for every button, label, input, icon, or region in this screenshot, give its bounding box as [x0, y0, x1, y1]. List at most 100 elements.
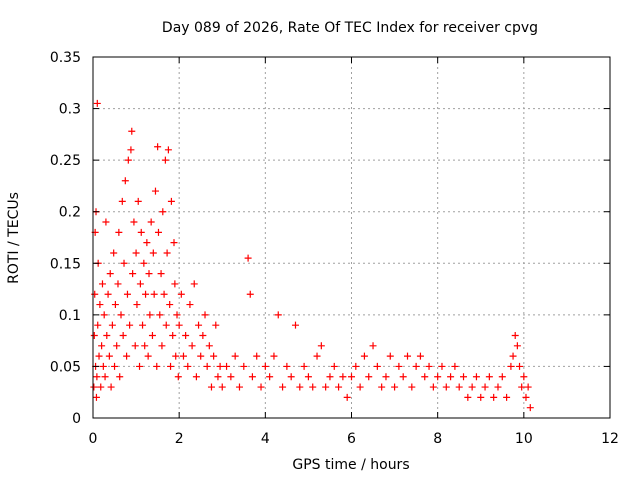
data-point — [438, 362, 446, 370]
data-point — [404, 352, 412, 360]
data-point — [169, 331, 177, 339]
data-point — [145, 270, 153, 278]
data-point — [167, 362, 175, 370]
data-point — [114, 280, 122, 288]
data-point — [156, 311, 164, 319]
data-point — [455, 383, 463, 391]
data-point — [186, 301, 194, 309]
data-point — [118, 197, 126, 205]
data-point — [131, 342, 139, 350]
data-point — [96, 301, 104, 309]
data-point — [416, 352, 424, 360]
y-tick-label: 0.1 — [59, 308, 81, 324]
data-point — [378, 383, 386, 391]
data-point — [408, 383, 416, 391]
data-point — [235, 383, 243, 391]
chart-title: Day 089 of 2026, Rate Of TEC Index for r… — [162, 20, 538, 36]
x-tick-label: 4 — [261, 431, 270, 447]
data-point — [144, 352, 152, 360]
data-point — [197, 352, 205, 360]
data-point — [171, 280, 179, 288]
data-point — [464, 393, 472, 401]
data-point — [182, 331, 190, 339]
data-point — [159, 208, 167, 216]
data-point — [231, 352, 239, 360]
x-tick-label: 12 — [601, 431, 619, 447]
data-point — [133, 301, 141, 309]
data-point — [173, 311, 181, 319]
data-point — [154, 228, 162, 236]
data-point — [143, 239, 151, 247]
data-point — [90, 331, 98, 339]
data-point — [399, 373, 407, 381]
data-point — [266, 373, 274, 381]
data-point — [253, 352, 261, 360]
data-point — [218, 383, 226, 391]
data-point — [434, 373, 442, 381]
data-point — [150, 290, 158, 298]
data-point — [161, 156, 169, 164]
data-point — [136, 362, 144, 370]
data-point — [240, 362, 248, 370]
y-tick-label: 0.25 — [50, 153, 81, 169]
data-point — [330, 362, 338, 370]
data-point — [184, 362, 192, 370]
data-point — [317, 342, 325, 350]
y-tick-label: 0.05 — [50, 359, 81, 375]
data-point — [174, 373, 182, 381]
data-point — [117, 311, 125, 319]
data-point — [192, 373, 200, 381]
data-point — [113, 342, 121, 350]
data-point — [120, 259, 128, 267]
data-point — [102, 218, 110, 226]
x-tick-label: 6 — [347, 431, 356, 447]
data-point — [140, 259, 148, 267]
data-point — [111, 362, 119, 370]
data-point — [99, 362, 107, 370]
data-point — [115, 228, 123, 236]
data-point — [90, 383, 98, 391]
data-point — [421, 373, 429, 381]
data-point — [153, 362, 161, 370]
data-point — [339, 373, 347, 381]
data-point — [429, 383, 437, 391]
data-point — [101, 373, 109, 381]
data-point — [386, 352, 394, 360]
data-point — [373, 362, 381, 370]
data-point — [141, 342, 149, 350]
data-point — [524, 383, 532, 391]
data-point — [296, 383, 304, 391]
data-point — [128, 127, 136, 135]
data-point — [136, 280, 144, 288]
y-tick-label: 0.2 — [59, 205, 81, 221]
data-point — [447, 373, 455, 381]
y-tick-label: 0.3 — [59, 102, 81, 118]
data-point — [279, 383, 287, 391]
data-point — [203, 362, 211, 370]
data-point — [201, 311, 209, 319]
data-point — [157, 270, 165, 278]
data-point — [223, 362, 231, 370]
data-point — [509, 352, 517, 360]
data-point — [111, 301, 119, 309]
data-point — [304, 373, 312, 381]
x-axis-label: GPS time / hours — [292, 457, 409, 473]
data-point — [309, 383, 317, 391]
data-point — [313, 352, 321, 360]
ticks-layer: 0 2 4 6 8 10 12 0 0.05 0.1 0.15 0.2 0.25 0.3 0.35 — [50, 50, 619, 447]
grid-layer — [93, 57, 610, 418]
x-tick-label: 8 — [433, 431, 442, 447]
data-point — [130, 218, 138, 226]
data-point — [104, 290, 112, 298]
data-point — [214, 373, 222, 381]
data-point — [137, 228, 145, 236]
data-point — [382, 373, 390, 381]
y-axis-label: ROTI / TECUs — [6, 192, 22, 284]
data-point — [360, 352, 368, 360]
data-point — [503, 393, 511, 401]
data-point — [93, 99, 101, 107]
x-tick-label: 10 — [515, 431, 533, 447]
data-point — [205, 342, 213, 350]
y-tick-label: 0.35 — [50, 50, 81, 66]
